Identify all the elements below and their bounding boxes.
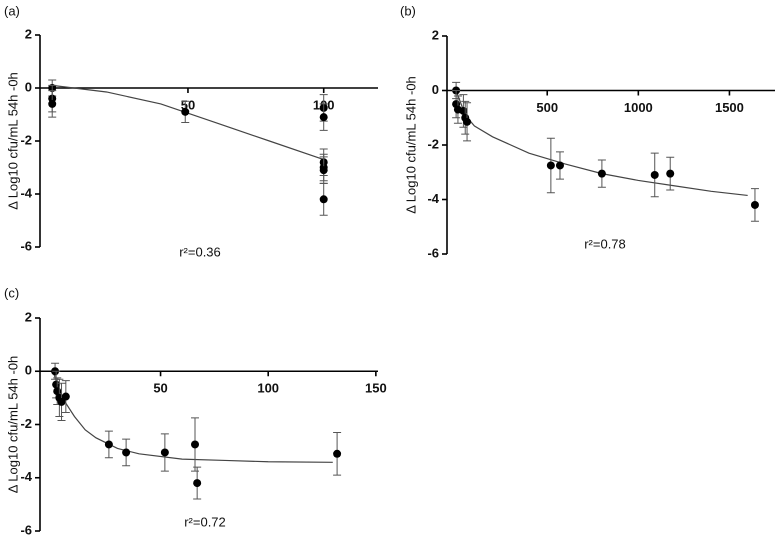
point bbox=[193, 479, 202, 488]
fit-curve bbox=[52, 371, 333, 463]
x-tick-label: 1500 bbox=[715, 100, 744, 115]
y-tick-label: -2 bbox=[20, 416, 32, 431]
y-tick-label: 0 bbox=[25, 79, 32, 94]
y-axis-label: Δ Log10 cfu/mL 54h -0h bbox=[403, 76, 418, 214]
point bbox=[181, 107, 190, 116]
y-tick-label: -2 bbox=[427, 136, 439, 151]
y-tick-label: -2 bbox=[20, 132, 32, 147]
y-tick-label: -6 bbox=[427, 245, 439, 260]
point bbox=[463, 117, 472, 126]
x-tick-label: 100 bbox=[257, 381, 279, 396]
point bbox=[546, 161, 555, 170]
point bbox=[48, 99, 57, 108]
y-tick-label: 0 bbox=[432, 82, 439, 97]
x-tick-label: 1000 bbox=[624, 100, 653, 115]
y-tick-label: 2 bbox=[432, 27, 439, 42]
point bbox=[160, 448, 169, 457]
point bbox=[597, 169, 606, 178]
point bbox=[555, 161, 564, 170]
point bbox=[319, 113, 328, 122]
point bbox=[650, 170, 659, 179]
point bbox=[319, 166, 328, 175]
panel-label: (a) bbox=[4, 3, 20, 18]
point bbox=[666, 169, 675, 178]
annotation: r²=0.36 bbox=[179, 244, 221, 259]
point bbox=[319, 195, 328, 204]
x-tick-label: 50 bbox=[153, 381, 167, 396]
y-tick-label: 2 bbox=[25, 309, 32, 324]
point bbox=[191, 440, 200, 449]
annotation: r²=0.72 bbox=[184, 514, 226, 529]
point bbox=[459, 106, 468, 115]
annotation: r²=0.78 bbox=[584, 236, 626, 251]
x-tick-label: 150 bbox=[365, 381, 387, 396]
y-tick-label: -4 bbox=[20, 185, 32, 200]
point bbox=[122, 448, 131, 457]
y-tick-label: -6 bbox=[20, 238, 32, 253]
y-tick-label: -4 bbox=[20, 469, 32, 484]
x-tick-label: 500 bbox=[536, 100, 558, 115]
y-tick-label: 2 bbox=[25, 26, 32, 41]
y-tick-label: -4 bbox=[427, 191, 439, 206]
point bbox=[104, 440, 113, 449]
y-tick-label: 0 bbox=[25, 363, 32, 378]
point bbox=[52, 380, 61, 389]
panel-label: (c) bbox=[4, 285, 19, 300]
point bbox=[750, 200, 759, 209]
panel-label: (b) bbox=[400, 3, 416, 18]
y-axis-label: Δ Log10 cfu/mL 54h -0h bbox=[5, 72, 20, 210]
point bbox=[57, 397, 66, 406]
y-axis-label: Δ Log10 cfu/mL 54h -0h bbox=[5, 356, 20, 494]
y-tick-label: -6 bbox=[20, 522, 32, 537]
point bbox=[61, 392, 70, 401]
fit-curve bbox=[455, 90, 748, 197]
point bbox=[333, 449, 342, 458]
